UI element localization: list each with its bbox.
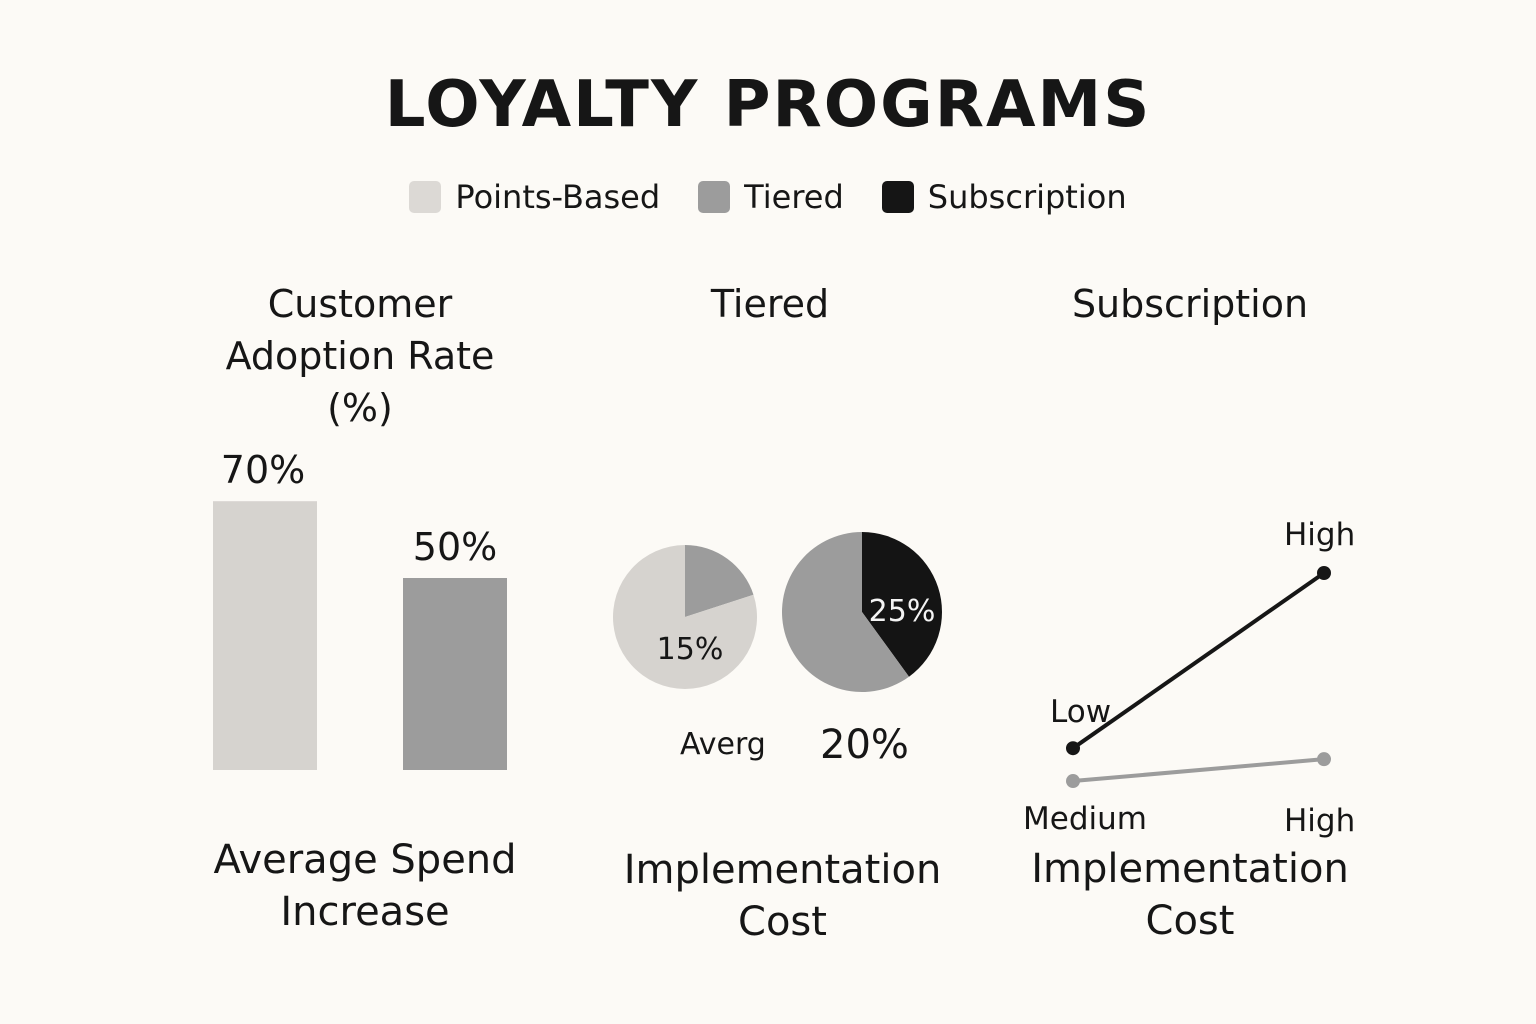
legend-label: Tiered xyxy=(744,178,844,216)
pie-slice xyxy=(862,532,942,677)
pie-data-label: 25% xyxy=(869,594,936,629)
bar-0 xyxy=(213,501,317,770)
chart-title: LOYALTY PROGRAMS xyxy=(384,68,1152,142)
bar-data-label: 70% xyxy=(221,448,305,492)
legend-item-subscription: Subscription xyxy=(881,178,1127,216)
line-panel-title: Subscription xyxy=(1071,282,1309,326)
point-label: High xyxy=(1284,803,1355,839)
bar-chart: 70% 50% xyxy=(213,448,507,770)
point-label: High xyxy=(1284,517,1355,553)
legend-item-points-based: Points-Based xyxy=(409,178,660,216)
legend: Points-Based Tiered Subscription xyxy=(0,178,1536,216)
bar-1 xyxy=(403,578,507,770)
legend-label: Subscription xyxy=(927,178,1127,216)
series-point xyxy=(1066,741,1080,756)
pie-annotation: 20% xyxy=(820,722,909,768)
legend-label: Points-Based xyxy=(455,178,661,216)
line-chart: Low High Medium High xyxy=(1023,517,1355,839)
point-label: Low xyxy=(1050,694,1111,730)
pie-data-label: 15% xyxy=(657,632,724,667)
line-panel-caption: Implementation Cost xyxy=(1031,846,1349,944)
pie-slice xyxy=(782,532,910,692)
bar-panel-title: Customer Adoption Rate (%) xyxy=(225,282,495,430)
legend-item-tiered: Tiered xyxy=(698,178,844,216)
pie-annotation: Averg xyxy=(680,727,766,762)
pie-slice xyxy=(613,545,757,689)
legend-swatch xyxy=(881,181,914,213)
series-line xyxy=(1071,571,1326,750)
pie-slice xyxy=(685,545,754,617)
series-point xyxy=(1066,774,1080,789)
pie-panel-caption: Implementation Cost xyxy=(623,847,942,945)
pie-panel-title: Tiered xyxy=(710,282,830,326)
pie-charts: 15% 25% Averg 20% xyxy=(613,532,942,768)
point-label: Medium xyxy=(1023,801,1147,837)
series-point xyxy=(1317,566,1331,580)
legend-swatch xyxy=(409,181,442,213)
series-line xyxy=(1072,757,1325,784)
legend-swatch xyxy=(698,181,731,213)
bar-panel-caption: Average Spend Increase xyxy=(213,837,517,935)
bar-data-label: 50% xyxy=(413,525,497,569)
series-point xyxy=(1317,752,1331,767)
